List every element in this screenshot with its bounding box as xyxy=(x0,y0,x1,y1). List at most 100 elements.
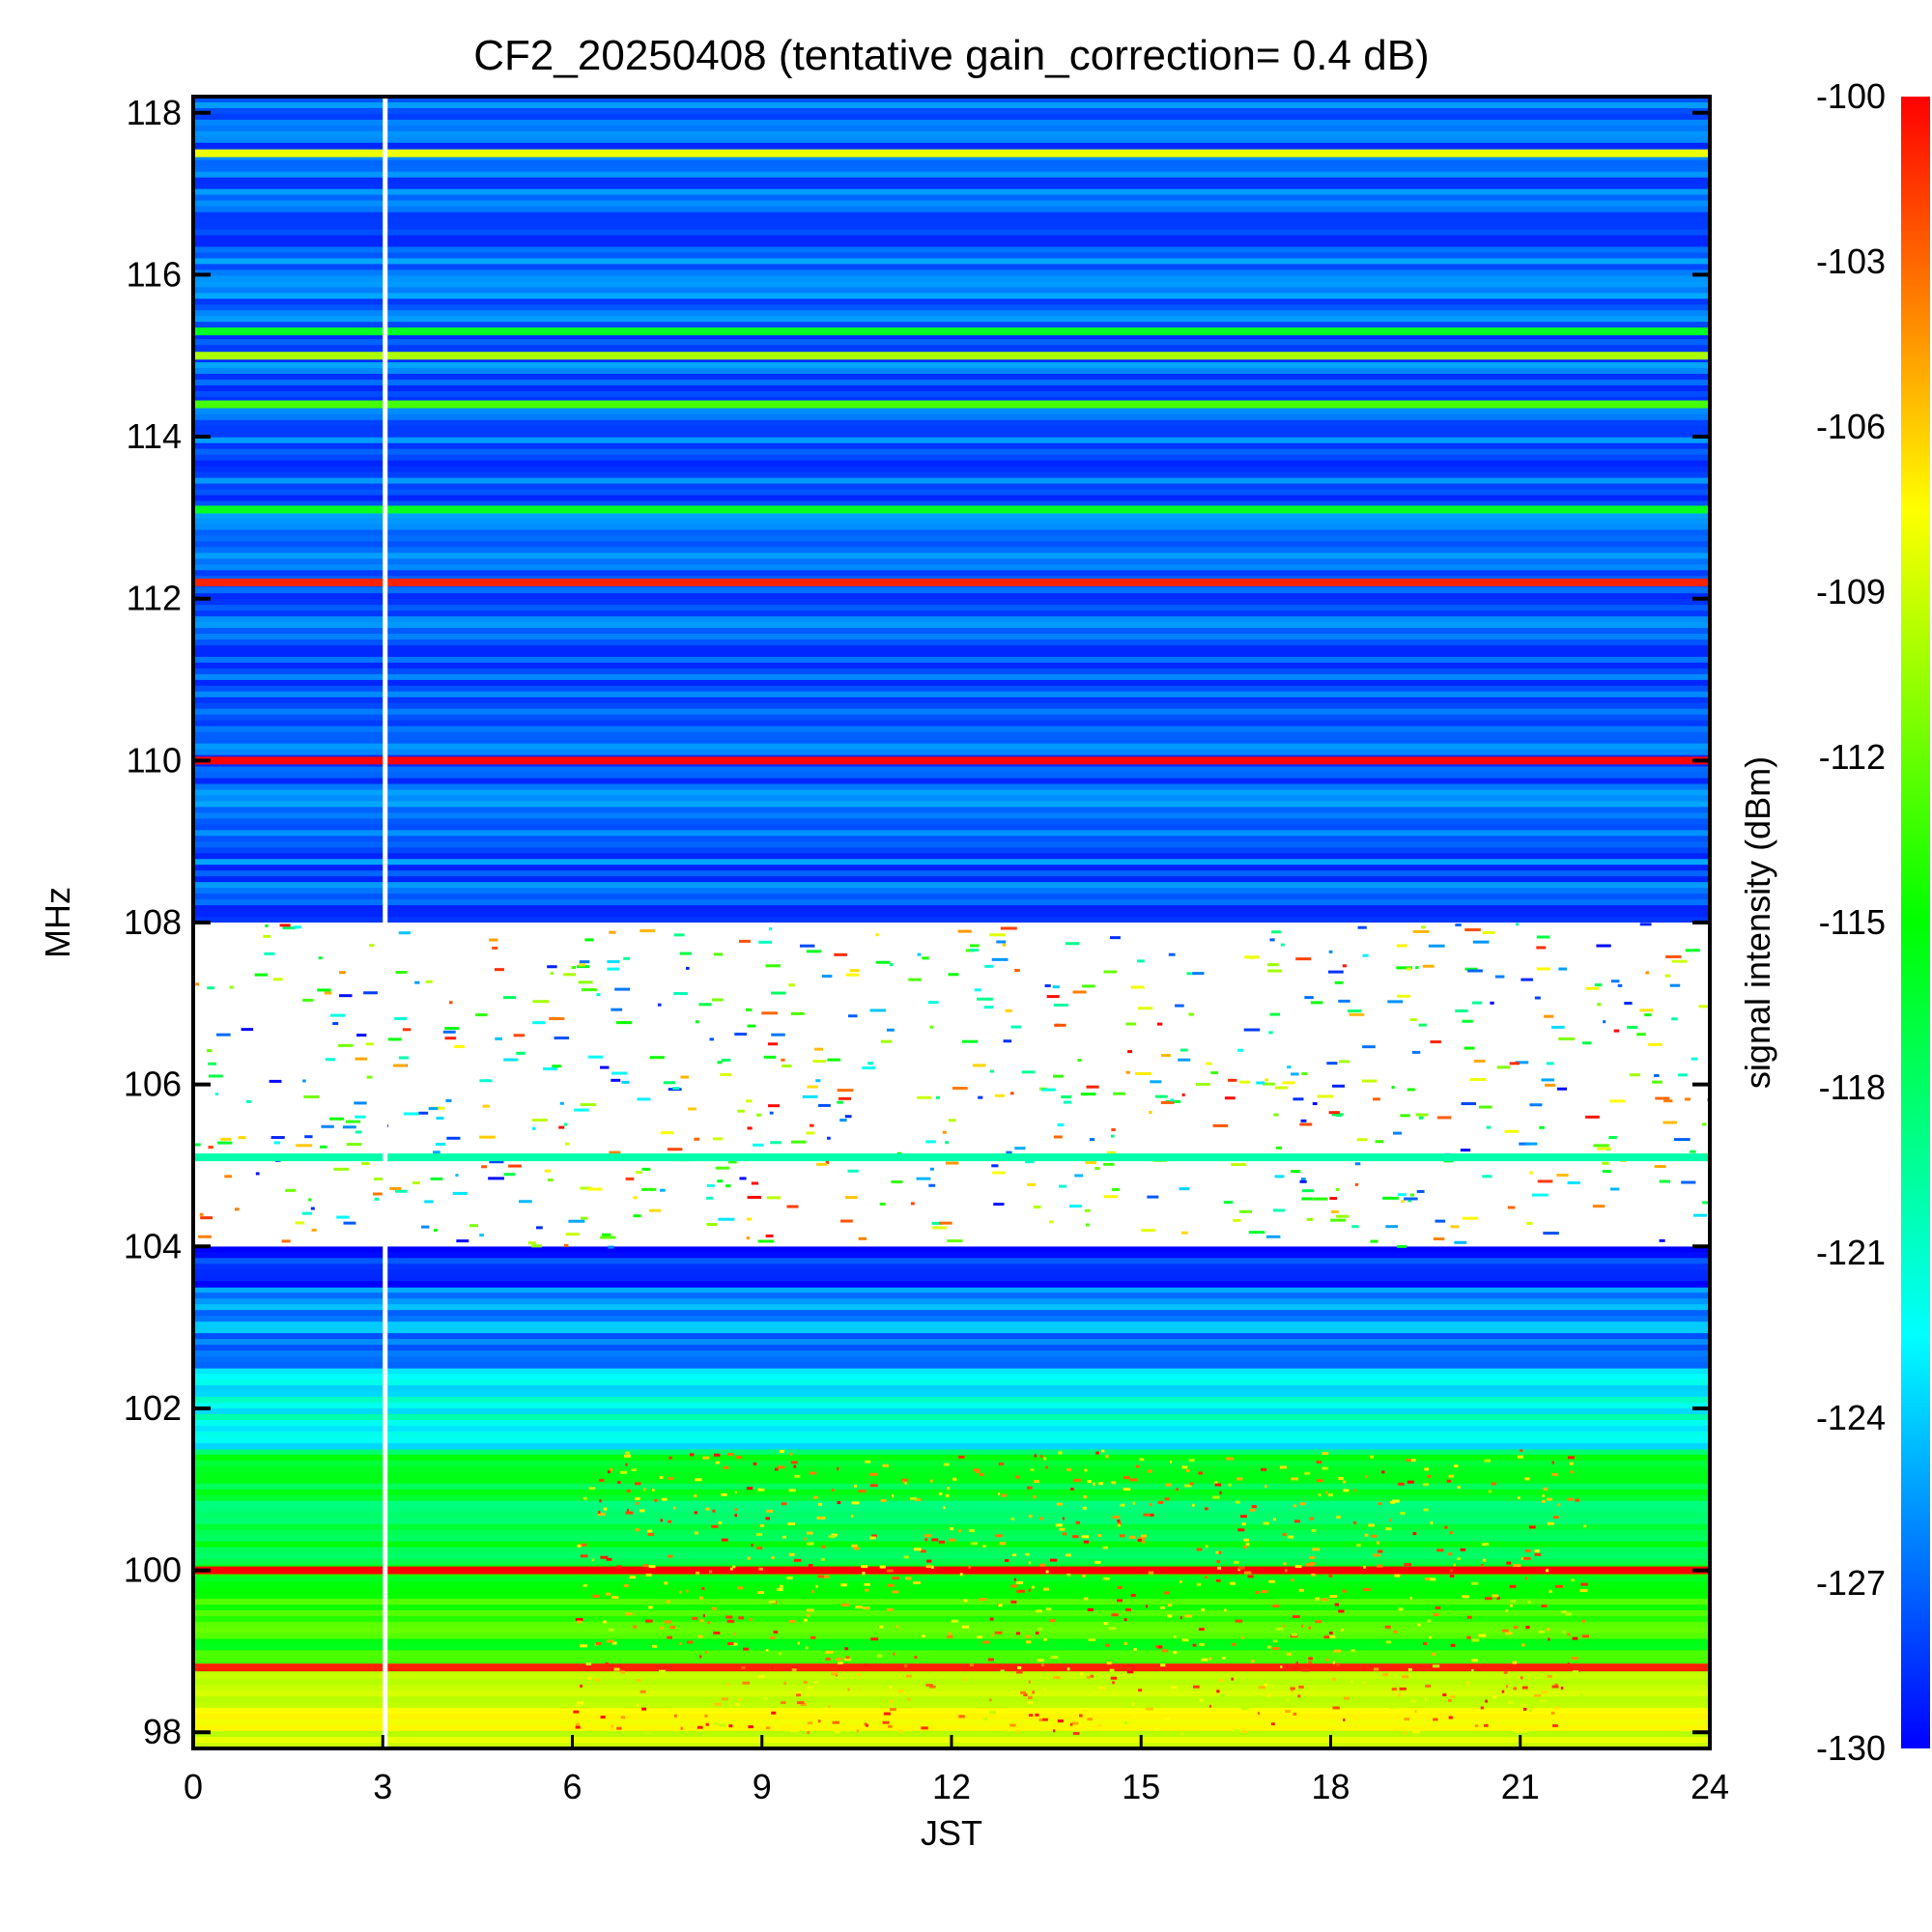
emission-speck xyxy=(702,1456,710,1460)
emission-speck xyxy=(617,1481,621,1485)
emission-speck xyxy=(1567,1497,1574,1501)
emission-speck xyxy=(1292,1615,1300,1619)
emission-speck xyxy=(848,1014,858,1018)
emission-speck xyxy=(1070,1488,1074,1492)
emission-speck xyxy=(1037,1627,1042,1631)
emission-speck xyxy=(1218,1679,1224,1683)
emission-speck xyxy=(609,1151,621,1154)
emission-speck xyxy=(1692,1213,1708,1217)
emission-speck xyxy=(690,1453,695,1457)
background-band xyxy=(193,217,1710,225)
emission-speck xyxy=(1128,1535,1136,1539)
emission-speck xyxy=(726,1453,734,1457)
background-band xyxy=(193,801,1710,809)
emission-speck xyxy=(1464,967,1478,971)
emission-speck xyxy=(1105,1455,1109,1459)
emission-speck xyxy=(1558,967,1568,971)
emission-speck xyxy=(1043,1587,1050,1591)
emission-speck xyxy=(1086,1675,1091,1679)
background-band xyxy=(193,287,1710,294)
emission-speck xyxy=(1106,1151,1117,1154)
emission-speck xyxy=(738,1616,745,1620)
background-band xyxy=(193,1465,1710,1473)
background-band xyxy=(193,390,1710,398)
emission-speck xyxy=(1312,1548,1321,1551)
emission-speck xyxy=(1527,1601,1531,1605)
emission-speck xyxy=(1150,1503,1152,1507)
emission-speck xyxy=(673,992,688,996)
emission-speck xyxy=(1059,1184,1067,1188)
emission-speck xyxy=(1467,969,1483,973)
emission-speck xyxy=(296,1144,313,1148)
emission-speck xyxy=(580,1103,597,1107)
emission-speck xyxy=(1520,1729,1527,1733)
emission-speck xyxy=(1447,1698,1452,1702)
emission-speck xyxy=(544,1169,552,1173)
emission-speck xyxy=(818,1103,831,1107)
emission-speck xyxy=(840,1603,849,1606)
emission-speck xyxy=(342,1125,356,1129)
emission-speck xyxy=(680,1726,683,1730)
emission-speck xyxy=(580,1216,588,1220)
emission-speck xyxy=(636,1679,641,1683)
emission-speck xyxy=(1396,966,1413,970)
emission-speck xyxy=(1214,1483,1222,1487)
emission-speck xyxy=(1406,967,1411,971)
emission-speck xyxy=(838,1661,843,1664)
emission-speck xyxy=(1233,1218,1241,1222)
background-band xyxy=(193,547,1710,554)
emission-speck xyxy=(945,1161,959,1165)
background-band xyxy=(193,356,1710,363)
background-band xyxy=(193,1246,1710,1253)
background-band xyxy=(193,1702,1710,1709)
background-band xyxy=(193,1494,1710,1502)
emission-speck xyxy=(1567,1633,1571,1636)
emission-speck xyxy=(1466,1635,1471,1639)
emission-speck xyxy=(1556,1087,1568,1091)
emission-speck xyxy=(1241,1635,1244,1639)
emission-speck xyxy=(1681,1180,1696,1184)
emission-speck xyxy=(1378,1502,1382,1506)
emission-speck xyxy=(1130,1594,1136,1598)
emission-speck xyxy=(1210,1071,1219,1075)
emission-speck xyxy=(825,1658,831,1662)
emission-speck xyxy=(1469,1077,1487,1081)
emission-speck xyxy=(1332,1706,1340,1710)
emission-speck xyxy=(1332,1084,1346,1088)
emission-speck xyxy=(1483,1723,1489,1727)
emission-speck xyxy=(1112,1516,1121,1520)
emission-speck xyxy=(531,1244,543,1248)
background-band xyxy=(193,1293,1710,1299)
emission-speck xyxy=(1005,1559,1009,1563)
background-band xyxy=(193,772,1710,780)
emission-speck xyxy=(1321,1466,1329,1470)
emission-speck xyxy=(1555,1584,1563,1588)
emission-speck xyxy=(394,1189,408,1193)
emission-speck xyxy=(643,1730,651,1734)
emission-speck xyxy=(837,1100,843,1104)
emission-speck xyxy=(338,971,346,975)
emission-speck xyxy=(1028,1588,1031,1592)
emission-speck xyxy=(398,1056,410,1060)
emission-speck xyxy=(949,1538,956,1542)
emission-speck xyxy=(696,1571,700,1575)
emission-speck xyxy=(595,1678,600,1682)
emission-speck xyxy=(1261,1467,1267,1471)
emission-speck xyxy=(1159,1605,1166,1609)
emission-speck xyxy=(1308,1657,1314,1661)
emission-speck xyxy=(282,926,296,930)
x-tick-label: 18 xyxy=(1311,1767,1350,1806)
emission-speck xyxy=(1257,1694,1260,1698)
emission-speck xyxy=(1455,923,1462,927)
emission-speck xyxy=(1086,1085,1099,1089)
emission-speck xyxy=(1063,1100,1072,1104)
emission-speck xyxy=(1090,1674,1094,1678)
background-band xyxy=(193,628,1710,635)
emission-speck xyxy=(1137,959,1145,963)
emission-speck xyxy=(909,1496,917,1500)
emission-speck xyxy=(1597,1147,1612,1151)
emission-speck xyxy=(1098,1687,1106,1690)
emission-speck xyxy=(1328,1111,1340,1115)
emission-speck xyxy=(749,1617,753,1621)
